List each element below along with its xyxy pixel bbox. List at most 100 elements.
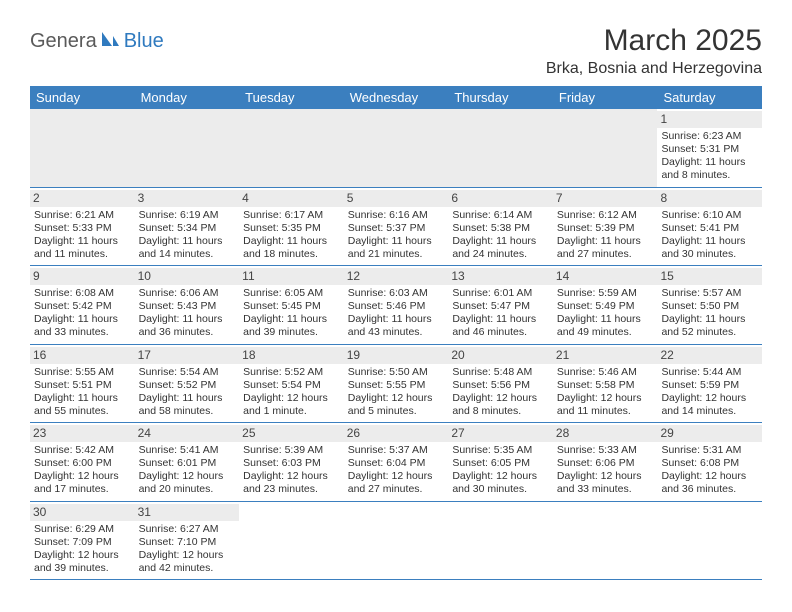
daylight-text: Daylight: 11 hours	[452, 235, 549, 248]
day-cell: 30Sunrise: 6:29 AMSunset: 7:09 PMDayligh…	[30, 502, 135, 580]
sunrise-text: Sunrise: 5:31 AM	[661, 444, 758, 457]
sunrise-text: Sunrise: 6:01 AM	[452, 287, 549, 300]
sunrise-text: Sunrise: 5:48 AM	[452, 366, 549, 379]
daylight-text: Daylight: 12 hours	[34, 470, 131, 483]
daylight-text: Daylight: 11 hours	[34, 392, 131, 405]
daylight-text: and 39 minutes.	[34, 562, 131, 575]
day-number: 4	[239, 190, 344, 207]
sunset-text: Sunset: 5:54 PM	[243, 379, 340, 392]
day-number: 21	[553, 347, 658, 364]
sunset-text: Sunset: 5:37 PM	[348, 222, 445, 235]
daylight-text: and 14 minutes.	[661, 405, 758, 418]
daylight-text: Daylight: 12 hours	[139, 470, 236, 483]
sunrise-text: Sunrise: 5:39 AM	[243, 444, 340, 457]
day-number: 20	[448, 347, 553, 364]
sunset-text: Sunset: 6:00 PM	[34, 457, 131, 470]
title-block: March 2025 Brka, Bosnia and Herzegovina	[546, 24, 762, 78]
day-cell	[553, 502, 658, 580]
sunset-text: Sunset: 6:08 PM	[661, 457, 758, 470]
sunset-text: Sunset: 5:51 PM	[34, 379, 131, 392]
week-row: 30Sunrise: 6:29 AMSunset: 7:09 PMDayligh…	[30, 502, 762, 581]
day-number: 16	[30, 347, 135, 364]
daylight-text: Daylight: 11 hours	[661, 313, 758, 326]
sunrise-text: Sunrise: 5:55 AM	[34, 366, 131, 379]
day-cell: 7Sunrise: 6:12 AMSunset: 5:39 PMDaylight…	[553, 188, 658, 266]
sunset-text: Sunset: 5:55 PM	[348, 379, 445, 392]
day-cell	[239, 502, 344, 580]
daylight-text: and 58 minutes.	[139, 405, 236, 418]
daylight-text: Daylight: 11 hours	[34, 313, 131, 326]
daylight-text: Daylight: 12 hours	[557, 392, 654, 405]
logo-text-blue: Blue	[124, 30, 164, 53]
sunset-text: Sunset: 6:04 PM	[348, 457, 445, 470]
daylight-text: and 20 minutes.	[139, 483, 236, 496]
daylight-text: and 1 minute.	[243, 405, 340, 418]
sunrise-text: Sunrise: 6:10 AM	[661, 209, 758, 222]
daylight-text: Daylight: 12 hours	[243, 470, 340, 483]
daylight-text: Daylight: 11 hours	[348, 235, 445, 248]
weekday-header: Thursday	[448, 86, 553, 109]
day-cell: 4Sunrise: 6:17 AMSunset: 5:35 PMDaylight…	[239, 188, 344, 266]
daylight-text: Daylight: 12 hours	[348, 392, 445, 405]
day-cell: 14Sunrise: 5:59 AMSunset: 5:49 PMDayligh…	[553, 266, 658, 344]
day-cell: 13Sunrise: 6:01 AMSunset: 5:47 PMDayligh…	[448, 266, 553, 344]
daylight-text: and 21 minutes.	[348, 248, 445, 261]
day-cell: 17Sunrise: 5:54 AMSunset: 5:52 PMDayligh…	[135, 345, 240, 423]
daylight-text: Daylight: 11 hours	[243, 313, 340, 326]
weekday-header: Sunday	[30, 86, 135, 109]
logo: Genera Blue	[30, 30, 164, 53]
daylight-text: and 33 minutes.	[34, 326, 131, 339]
day-number: 6	[448, 190, 553, 207]
sunrise-text: Sunrise: 6:14 AM	[452, 209, 549, 222]
daylight-text: and 8 minutes.	[661, 169, 758, 182]
calendar-grid: Sunday Monday Tuesday Wednesday Thursday…	[30, 86, 762, 580]
day-cell: 29Sunrise: 5:31 AMSunset: 6:08 PMDayligh…	[657, 423, 762, 501]
day-cell: 1Sunrise: 6:23 AMSunset: 5:31 PMDaylight…	[657, 109, 762, 187]
sunset-text: Sunset: 5:52 PM	[139, 379, 236, 392]
sunset-text: Sunset: 5:46 PM	[348, 300, 445, 313]
daylight-text: Daylight: 12 hours	[348, 470, 445, 483]
sunrise-text: Sunrise: 6:27 AM	[139, 523, 236, 536]
sunset-text: Sunset: 5:43 PM	[139, 300, 236, 313]
day-cell: 8Sunrise: 6:10 AMSunset: 5:41 PMDaylight…	[657, 188, 762, 266]
day-number: 22	[657, 347, 762, 364]
weekday-header: Tuesday	[239, 86, 344, 109]
day-number: 2	[30, 190, 135, 207]
daylight-text: Daylight: 12 hours	[243, 392, 340, 405]
daylight-text: Daylight: 11 hours	[557, 313, 654, 326]
daylight-text: Daylight: 12 hours	[34, 549, 131, 562]
sunrise-text: Sunrise: 5:52 AM	[243, 366, 340, 379]
day-cell	[30, 109, 135, 187]
day-number: 8	[657, 190, 762, 207]
day-number: 15	[657, 268, 762, 285]
day-number: 5	[344, 190, 449, 207]
daylight-text: and 39 minutes.	[243, 326, 340, 339]
daylight-text: and 33 minutes.	[557, 483, 654, 496]
day-number: 14	[553, 268, 658, 285]
sunrise-text: Sunrise: 5:35 AM	[452, 444, 549, 457]
sunrise-text: Sunrise: 6:21 AM	[34, 209, 131, 222]
daylight-text: and 36 minutes.	[661, 483, 758, 496]
sunrise-text: Sunrise: 5:44 AM	[661, 366, 758, 379]
week-row: 23Sunrise: 5:42 AMSunset: 6:00 PMDayligh…	[30, 423, 762, 502]
page-header: Genera Blue March 2025 Brka, Bosnia and …	[30, 24, 762, 78]
daylight-text: Daylight: 11 hours	[348, 313, 445, 326]
day-cell: 20Sunrise: 5:48 AMSunset: 5:56 PMDayligh…	[448, 345, 553, 423]
day-cell: 22Sunrise: 5:44 AMSunset: 5:59 PMDayligh…	[657, 345, 762, 423]
daylight-text: Daylight: 11 hours	[661, 156, 758, 169]
daylight-text: and 52 minutes.	[661, 326, 758, 339]
sunrise-text: Sunrise: 6:17 AM	[243, 209, 340, 222]
daylight-text: and 30 minutes.	[452, 483, 549, 496]
sunrise-text: Sunrise: 6:05 AM	[243, 287, 340, 300]
daylight-text: Daylight: 11 hours	[243, 235, 340, 248]
day-number: 12	[344, 268, 449, 285]
daylight-text: and 55 minutes.	[34, 405, 131, 418]
weekday-header: Saturday	[657, 86, 762, 109]
day-cell	[448, 502, 553, 580]
sunrise-text: Sunrise: 5:54 AM	[139, 366, 236, 379]
daylight-text: Daylight: 12 hours	[661, 392, 758, 405]
day-number: 19	[344, 347, 449, 364]
daylight-text: Daylight: 11 hours	[139, 313, 236, 326]
week-row: 1Sunrise: 6:23 AMSunset: 5:31 PMDaylight…	[30, 109, 762, 188]
sunset-text: Sunset: 5:58 PM	[557, 379, 654, 392]
